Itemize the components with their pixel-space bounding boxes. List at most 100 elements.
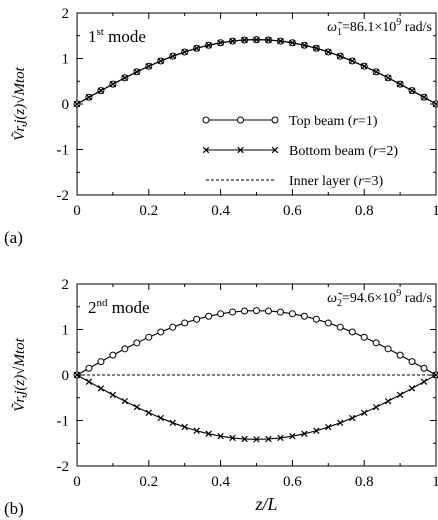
data-point-r1 [133,339,141,347]
legend-variable: r [353,114,359,129]
panel-label: (b) [4,499,24,518]
series-line-r1 [76,310,437,376]
omega-subscript: 1 [337,27,342,38]
data-point-r1 [121,345,129,353]
omega-unit: rad/s [401,20,432,35]
data-point-r2 [181,423,188,431]
series-line-r2 [76,39,437,105]
data-point-r2 [289,432,296,440]
data-point-r1 [217,310,225,318]
data-point-r2 [408,385,416,392]
y-tick-label: -2 [57,459,70,475]
y-tick-label: -1 [57,143,70,159]
x-tick-label: 0.6 [283,474,302,490]
y-tick-label: 0 [62,368,70,384]
legend-text: Top beam ( [289,114,353,129]
data-point-r1 [372,339,380,347]
y-tick-label: 2 [62,6,70,22]
data-point-r1 [384,345,392,353]
frequency-annotation: ω̃1=86.1×109 rad/s [327,17,432,38]
data-point-r2 [241,435,248,443]
mode-text: mode [108,298,150,317]
data-point-r1 [169,323,177,331]
x-tick-label: 0.2 [139,474,158,490]
series-line-r3 [76,39,437,105]
legend-variable: r [358,174,364,189]
data-point-r2 [360,62,368,70]
y-tick-label: 1 [62,52,70,68]
legend-marker-cross [237,146,244,154]
data-point-r1 [420,364,428,372]
data-point-r2 [193,427,200,434]
data-point-r2 [85,94,93,101]
data-point-r1 [288,310,296,318]
omega-exponent: 9 [396,17,401,28]
data-point-r2 [277,434,284,442]
data-point-r1 [229,308,237,316]
data-point-r2 [85,378,93,385]
data-point-r1 [253,307,260,315]
x-tick-label: 1 [432,203,438,219]
data-point-r1 [276,308,284,316]
data-point-r2 [205,430,212,438]
data-point-r1 [241,307,249,315]
data-point-r2 [265,435,272,443]
data-point-r2 [157,57,164,65]
series-line-r1 [76,39,437,105]
data-point-r2 [325,423,332,431]
data-point-r1 [109,351,117,359]
data-point-r1 [360,333,368,341]
x-tick-label: 0.8 [355,203,374,219]
mode-superscript: st [97,26,104,38]
data-point-r2 [229,37,236,45]
omega-value: =86.1×10 [342,20,396,35]
data-point-r2 [408,87,416,94]
data-point-r2 [205,41,212,49]
x-tick-label: 0.6 [283,203,302,219]
data-point-r2 [313,427,320,434]
y-axis-label: Ṽr,j(z)√Mtot [11,66,28,140]
data-point-r1 [181,319,189,327]
data-point-r2 [133,403,141,411]
data-point-r1 [336,323,344,331]
mode-label: 1st mode [88,26,146,46]
x-tick-label: 0.2 [139,203,158,219]
data-point-r2 [253,436,260,443]
data-point-r2 [360,409,368,417]
mode-number: 1 [88,27,97,46]
y-tick-label: -1 [57,414,70,430]
data-point-r2 [229,434,236,442]
data-point-r1 [408,358,416,366]
x-axis-label: z/L [254,494,277,514]
legend-text: =3) [364,174,384,189]
data-point-r2 [121,397,129,405]
legend-marker-circle [202,116,210,124]
data-point-r2 [181,48,188,56]
data-point-r1 [396,351,404,359]
legend-text: =1) [358,114,378,129]
data-point-r1 [348,328,356,336]
data-point-r2 [384,397,392,405]
data-point-r2 [97,385,105,392]
data-point-r2 [169,419,176,427]
mode-number: 2 [88,298,97,317]
y-tick-label: 1 [62,323,70,339]
data-point-r1 [312,315,320,323]
data-point-r2 [157,414,164,422]
y-tick-label: -2 [57,188,70,204]
data-point-r2 [145,409,153,417]
legend-text: Bottom beam ( [289,144,373,159]
legend-label: Inner layer (r=3) [289,174,384,189]
legend-variable: r [373,144,379,159]
y-axis-label: Ṽr,j(z)√Mtot [11,337,28,411]
mode-text: mode [104,27,146,46]
mode-label: 2nd mode [88,297,150,317]
x-tick-label: 1 [432,474,438,490]
data-point-r1 [324,319,332,327]
omega-unit: rad/s [401,291,432,306]
data-point-r2 [217,432,224,440]
data-point-r2 [349,414,356,422]
